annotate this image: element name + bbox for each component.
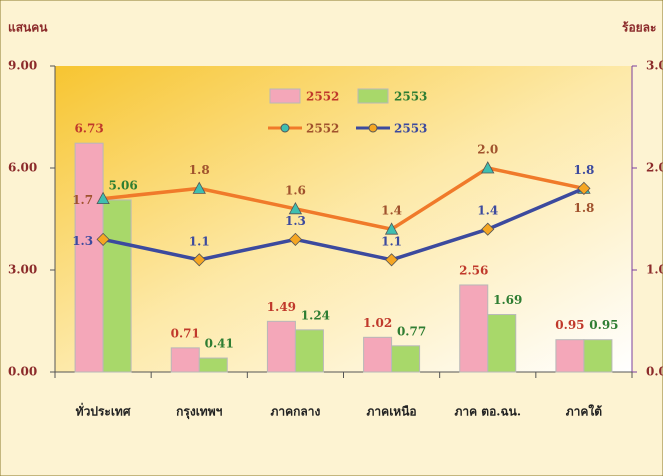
y-tick-label: 6.00 bbox=[8, 161, 37, 175]
bar-value-label: 2.56 bbox=[459, 263, 488, 277]
y2-tick-label: 0.0 bbox=[646, 365, 663, 379]
legend-swatch bbox=[269, 88, 301, 104]
y-axis-title: แสนคน bbox=[8, 21, 48, 35]
bar-value-label: 0.41 bbox=[205, 337, 234, 351]
bar bbox=[363, 336, 393, 373]
line-value-label: 1.8 bbox=[189, 163, 210, 177]
bar-value-label: 6.73 bbox=[74, 122, 103, 136]
line-marker bbox=[96, 232, 110, 246]
line-value-label: 1.6 bbox=[285, 183, 306, 197]
y-tick-label: 9.00 bbox=[8, 59, 37, 73]
y2-axis-title: ร้อยละ bbox=[622, 21, 656, 35]
bar-value-label: 0.95 bbox=[589, 318, 618, 332]
bar-value-label: 1.49 bbox=[267, 300, 296, 314]
bar bbox=[555, 339, 585, 373]
x-tick-label: ภาคใต้ bbox=[566, 404, 603, 419]
line-value-label: 2.0 bbox=[477, 143, 498, 157]
bar-value-label: 1.24 bbox=[301, 308, 330, 322]
legend-label: 2552 bbox=[306, 122, 339, 136]
line-value-label: 1.1 bbox=[381, 234, 402, 248]
bar bbox=[487, 314, 517, 373]
line-marker bbox=[288, 201, 303, 215]
y2-tick-label: 3.0 bbox=[646, 59, 663, 73]
line-value-label: 1.3 bbox=[285, 214, 306, 228]
line-value-label: 1.4 bbox=[381, 204, 402, 218]
y2-tick-label: 1.0 bbox=[646, 263, 663, 277]
legend-marker bbox=[368, 123, 378, 133]
bar bbox=[583, 339, 613, 373]
y-tick-label: 0.00 bbox=[8, 365, 37, 379]
line-value-label: 1.1 bbox=[189, 234, 210, 248]
bar-value-label: 5.06 bbox=[108, 178, 137, 192]
bar bbox=[459, 284, 489, 373]
y-tick-label: 3.00 bbox=[8, 263, 37, 277]
bar-value-label: 1.02 bbox=[363, 316, 392, 330]
bar bbox=[102, 199, 132, 373]
bar bbox=[294, 329, 324, 373]
line-marker bbox=[385, 253, 399, 267]
legend-marker bbox=[280, 123, 290, 133]
line-value-label: 1.8 bbox=[573, 163, 594, 177]
line-marker bbox=[192, 181, 206, 194]
bar bbox=[266, 320, 296, 373]
bar bbox=[170, 347, 200, 373]
line bbox=[102, 166, 585, 232]
x-tick-label: ทั่วประเทศ bbox=[76, 403, 131, 419]
line-value-label: 1.7 bbox=[72, 193, 93, 207]
legend-label: 2553 bbox=[394, 90, 427, 104]
bar-value-label: 0.77 bbox=[397, 324, 426, 338]
line-value-label: 1.4 bbox=[477, 204, 498, 218]
legend-swatch bbox=[357, 88, 389, 104]
line-marker bbox=[192, 253, 206, 267]
x-tick-label: ภาคกลาง bbox=[270, 405, 320, 419]
bar-value-label: 1.69 bbox=[493, 293, 522, 307]
legend-label: 2553 bbox=[394, 122, 427, 136]
bar-value-label: 0.71 bbox=[171, 326, 200, 340]
line-marker bbox=[481, 222, 495, 236]
x-tick-label: ภาค ตอ.ฉน. bbox=[454, 405, 521, 419]
line-value-label: 1.3 bbox=[72, 234, 93, 248]
line-marker bbox=[481, 161, 495, 174]
legend-label: 2552 bbox=[306, 90, 339, 104]
bar bbox=[74, 142, 104, 373]
bar-value-label: 0.95 bbox=[555, 318, 584, 332]
line-value-label: 1.8 bbox=[573, 201, 594, 215]
line-marker bbox=[577, 181, 591, 195]
bar bbox=[391, 345, 421, 373]
line-marker bbox=[288, 232, 302, 246]
line-marker bbox=[384, 222, 399, 235]
bar bbox=[198, 357, 228, 373]
x-tick-label: ภาคเหนือ bbox=[367, 405, 417, 419]
y2-tick-label: 2.0 bbox=[646, 161, 663, 175]
x-tick-label: กรุงเทพฯ bbox=[176, 405, 222, 420]
line-marker bbox=[96, 191, 110, 204]
line bbox=[102, 186, 585, 262]
